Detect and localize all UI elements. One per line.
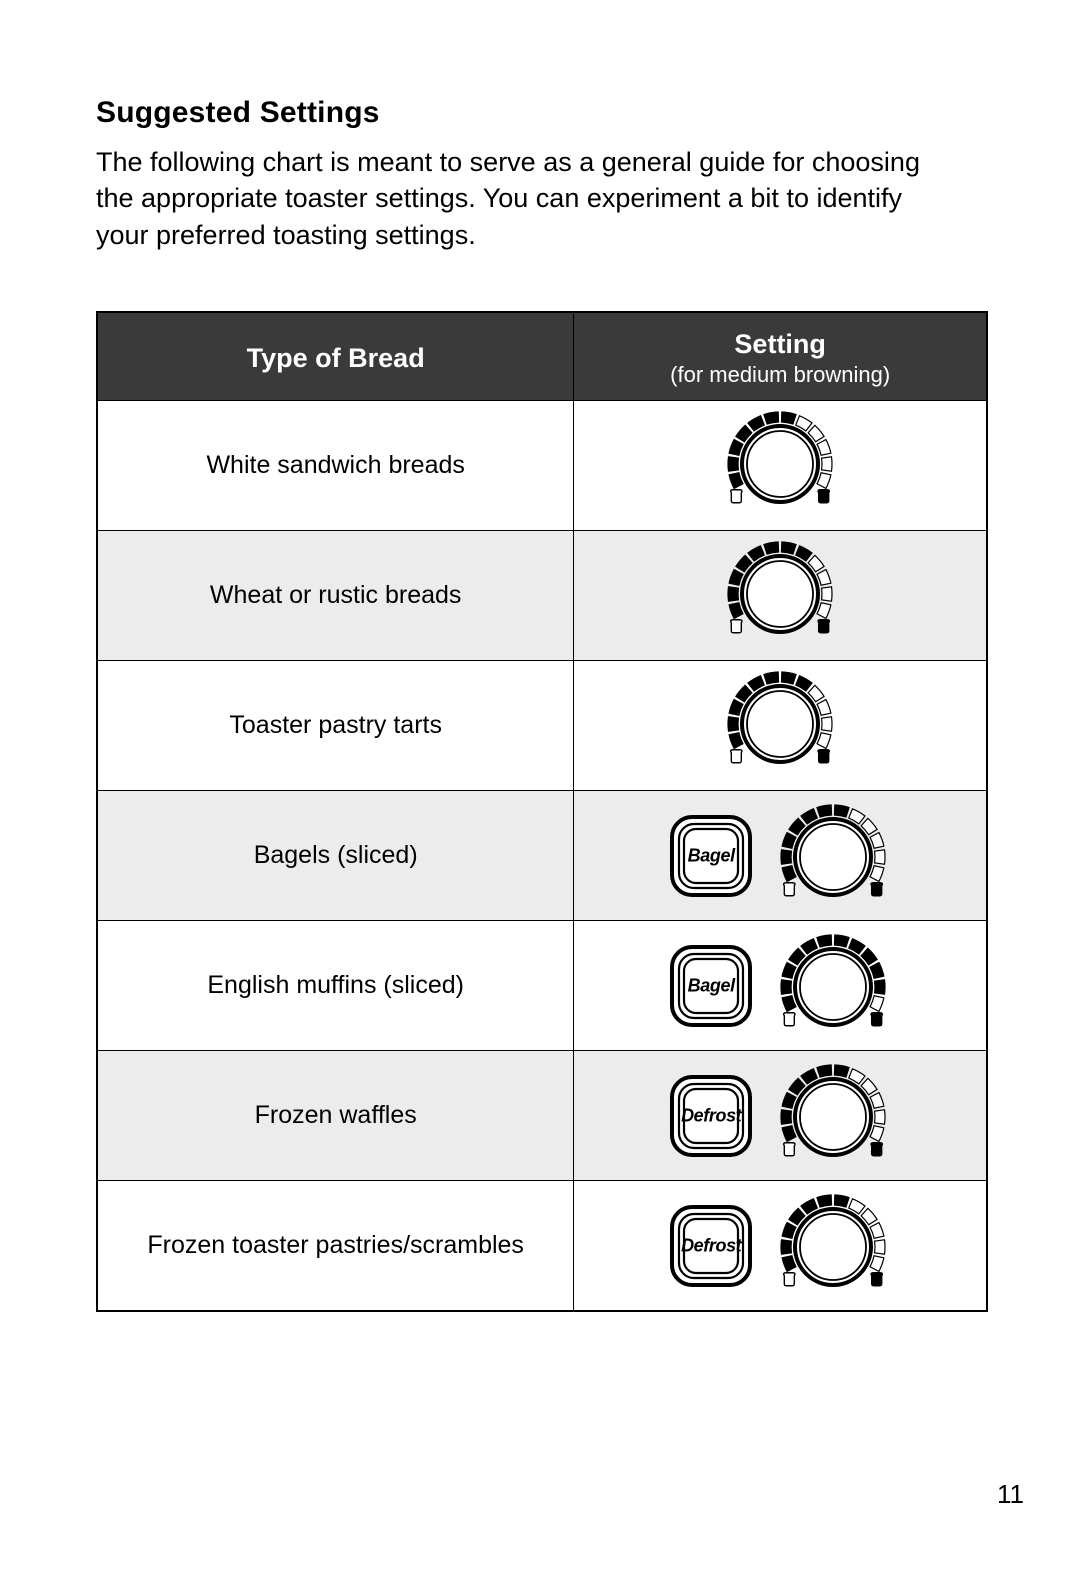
bread-type-cell: Toaster pastry tarts	[97, 661, 574, 791]
setting-graphic	[720, 668, 840, 778]
browning-dial-icon	[773, 1061, 893, 1171]
mode-button-icon: Defrost	[667, 1202, 755, 1290]
table-row: Wheat or rustic breads	[97, 531, 987, 661]
mode-button-icon: Defrost	[667, 1072, 755, 1160]
bread-type-cell: Frozen toaster pastries/scrambles	[97, 1181, 574, 1311]
mode-button-label: Defrost	[667, 1235, 755, 1256]
table-row: White sandwich breads	[97, 401, 987, 531]
col-header-setting-sub: (for medium browning)	[584, 362, 976, 388]
table-row: Frozen waffles Defrost	[97, 1051, 987, 1181]
page-number: 11	[997, 1479, 1024, 1510]
setting-graphic: Bagel	[667, 931, 893, 1041]
browning-dial-icon	[773, 931, 893, 1041]
setting-cell: Defrost	[574, 1181, 987, 1311]
settings-table: Type of Bread Setting (for medium browni…	[96, 311, 988, 1312]
page: Suggested Settings The following chart i…	[0, 0, 1080, 1570]
table-row: Bagels (sliced) Bagel	[97, 791, 987, 921]
table-row: English muffins (sliced) Bagel	[97, 921, 987, 1051]
table-row: Toaster pastry tarts	[97, 661, 987, 791]
browning-dial-icon	[720, 668, 840, 778]
bread-type-cell: White sandwich breads	[97, 401, 574, 531]
setting-cell	[574, 401, 987, 531]
col-header-bread-label: Type of Bread	[108, 343, 563, 374]
mode-button-label: Bagel	[667, 845, 755, 866]
mode-button-label: Bagel	[667, 975, 755, 996]
setting-graphic: Defrost	[667, 1191, 893, 1301]
bread-type-cell: Frozen waffles	[97, 1051, 574, 1181]
browning-dial-icon	[773, 1191, 893, 1301]
bread-type-cell: Bagels (sliced)	[97, 791, 574, 921]
mode-button-icon: Bagel	[667, 812, 755, 900]
setting-cell	[574, 661, 987, 791]
setting-graphic: Bagel	[667, 801, 893, 911]
mode-button-label: Defrost	[667, 1105, 755, 1126]
col-header-setting: Setting (for medium browning)	[574, 312, 987, 401]
col-header-setting-main: Setting	[584, 329, 976, 360]
browning-dial-icon	[773, 801, 893, 911]
table-row: Frozen toaster pastries/scrambles Defros…	[97, 1181, 987, 1311]
setting-cell: Bagel	[574, 921, 987, 1051]
bread-type-cell: English muffins (sliced)	[97, 921, 574, 1051]
setting-cell	[574, 531, 987, 661]
intro-text: The following chart is meant to serve as…	[96, 144, 956, 253]
setting-cell: Bagel	[574, 791, 987, 921]
section-title: Suggested Settings	[96, 96, 992, 130]
col-header-bread: Type of Bread	[97, 312, 574, 401]
setting-cell: Defrost	[574, 1051, 987, 1181]
mode-button-icon: Bagel	[667, 942, 755, 1030]
bread-type-cell: Wheat or rustic breads	[97, 531, 574, 661]
setting-graphic	[720, 538, 840, 648]
browning-dial-icon	[720, 538, 840, 648]
setting-graphic: Defrost	[667, 1061, 893, 1171]
setting-graphic	[720, 408, 840, 518]
browning-dial-icon	[720, 408, 840, 518]
